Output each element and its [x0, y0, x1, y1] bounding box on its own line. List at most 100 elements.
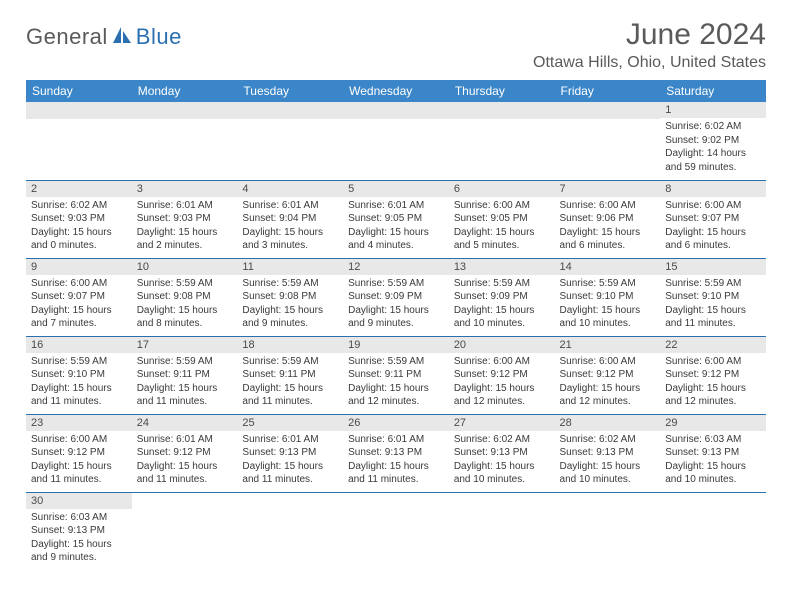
day-body: Sunrise: 6:02 AMSunset: 9:13 PMDaylight:…	[555, 431, 661, 491]
sunset-text: Sunset: 9:12 PM	[560, 368, 656, 382]
sunset-text: Sunset: 9:03 PM	[137, 212, 233, 226]
sunrise-text: Sunrise: 5:59 AM	[560, 277, 656, 291]
day-cell	[237, 492, 343, 570]
day-cell	[237, 102, 343, 180]
day-body: Sunrise: 5:59 AMSunset: 9:10 PMDaylight:…	[555, 275, 661, 335]
day-cell: 28Sunrise: 6:02 AMSunset: 9:13 PMDayligh…	[555, 414, 661, 492]
logo-text-blue: Blue	[136, 24, 182, 50]
sunrise-text: Sunrise: 6:03 AM	[665, 433, 761, 447]
day-cell	[26, 102, 132, 180]
daylight-text: and 9 minutes.	[242, 317, 338, 331]
day-number: 14	[555, 259, 661, 275]
sunrise-text: Sunrise: 5:59 AM	[454, 277, 550, 291]
daylight-text: Daylight: 15 hours	[665, 460, 761, 474]
day-cell	[449, 492, 555, 570]
day-cell: 21Sunrise: 6:00 AMSunset: 9:12 PMDayligh…	[555, 336, 661, 414]
day-cell: 11Sunrise: 5:59 AMSunset: 9:08 PMDayligh…	[237, 258, 343, 336]
day-cell: 22Sunrise: 6:00 AMSunset: 9:12 PMDayligh…	[660, 336, 766, 414]
day-number: 29	[660, 415, 766, 431]
day-cell: 3Sunrise: 6:01 AMSunset: 9:03 PMDaylight…	[132, 180, 238, 258]
sunset-text: Sunset: 9:10 PM	[560, 290, 656, 304]
sunset-text: Sunset: 9:13 PM	[31, 524, 127, 538]
day-cell: 24Sunrise: 6:01 AMSunset: 9:12 PMDayligh…	[132, 414, 238, 492]
day-body: Sunrise: 6:02 AMSunset: 9:03 PMDaylight:…	[26, 197, 132, 257]
day-cell	[343, 102, 449, 180]
day-cell: 4Sunrise: 6:01 AMSunset: 9:04 PMDaylight…	[237, 180, 343, 258]
sunset-text: Sunset: 9:13 PM	[454, 446, 550, 460]
day-cell: 30Sunrise: 6:03 AMSunset: 9:13 PMDayligh…	[26, 492, 132, 570]
sunset-text: Sunset: 9:12 PM	[137, 446, 233, 460]
week-row: 16Sunrise: 5:59 AMSunset: 9:10 PMDayligh…	[26, 336, 766, 414]
day-body: Sunrise: 6:01 AMSunset: 9:12 PMDaylight:…	[132, 431, 238, 491]
day-cell: 15Sunrise: 5:59 AMSunset: 9:10 PMDayligh…	[660, 258, 766, 336]
day-cell	[555, 102, 661, 180]
sunrise-text: Sunrise: 5:59 AM	[137, 277, 233, 291]
sunset-text: Sunset: 9:11 PM	[137, 368, 233, 382]
week-row: 30Sunrise: 6:03 AMSunset: 9:13 PMDayligh…	[26, 492, 766, 570]
day-cell: 27Sunrise: 6:02 AMSunset: 9:13 PMDayligh…	[449, 414, 555, 492]
day-header: Thursday	[449, 80, 555, 102]
day-cell	[132, 492, 238, 570]
daylight-text: and 2 minutes.	[137, 239, 233, 253]
day-number: 26	[343, 415, 449, 431]
day-body: Sunrise: 6:00 AMSunset: 9:12 PMDaylight:…	[26, 431, 132, 491]
empty-day-bar	[449, 102, 555, 119]
sunset-text: Sunset: 9:06 PM	[560, 212, 656, 226]
daylight-text: Daylight: 15 hours	[454, 226, 550, 240]
day-cell: 13Sunrise: 5:59 AMSunset: 9:09 PMDayligh…	[449, 258, 555, 336]
empty-day-bar	[343, 102, 449, 119]
day-body: Sunrise: 5:59 AMSunset: 9:11 PMDaylight:…	[237, 353, 343, 413]
day-cell: 17Sunrise: 5:59 AMSunset: 9:11 PMDayligh…	[132, 336, 238, 414]
daylight-text: and 0 minutes.	[31, 239, 127, 253]
title-block: June 2024 Ottawa Hills, Ohio, United Sta…	[533, 18, 766, 72]
daylight-text: and 10 minutes.	[560, 473, 656, 487]
sunset-text: Sunset: 9:13 PM	[560, 446, 656, 460]
day-body: Sunrise: 6:00 AMSunset: 9:12 PMDaylight:…	[555, 353, 661, 413]
daylight-text: Daylight: 15 hours	[665, 226, 761, 240]
day-body: Sunrise: 6:03 AMSunset: 9:13 PMDaylight:…	[660, 431, 766, 491]
sunrise-text: Sunrise: 6:00 AM	[560, 355, 656, 369]
day-cell: 2Sunrise: 6:02 AMSunset: 9:03 PMDaylight…	[26, 180, 132, 258]
day-number: 18	[237, 337, 343, 353]
daylight-text: and 10 minutes.	[454, 317, 550, 331]
day-header: Sunday	[26, 80, 132, 102]
daylight-text: Daylight: 15 hours	[31, 304, 127, 318]
sunset-text: Sunset: 9:02 PM	[665, 134, 761, 148]
sunrise-text: Sunrise: 6:01 AM	[137, 199, 233, 213]
sunrise-text: Sunrise: 6:00 AM	[454, 199, 550, 213]
daylight-text: and 10 minutes.	[665, 473, 761, 487]
sunrise-text: Sunrise: 6:01 AM	[137, 433, 233, 447]
day-number: 7	[555, 181, 661, 197]
day-number: 2	[26, 181, 132, 197]
daylight-text: Daylight: 15 hours	[348, 382, 444, 396]
day-number: 4	[237, 181, 343, 197]
day-body: Sunrise: 6:00 AMSunset: 9:07 PMDaylight:…	[26, 275, 132, 335]
daylight-text: and 9 minutes.	[31, 551, 127, 565]
sunset-text: Sunset: 9:07 PM	[665, 212, 761, 226]
day-number: 5	[343, 181, 449, 197]
daylight-text: Daylight: 15 hours	[348, 304, 444, 318]
location: Ottawa Hills, Ohio, United States	[533, 54, 766, 72]
daylight-text: and 3 minutes.	[242, 239, 338, 253]
daylight-text: and 4 minutes.	[348, 239, 444, 253]
sunset-text: Sunset: 9:08 PM	[137, 290, 233, 304]
sunrise-text: Sunrise: 6:00 AM	[560, 199, 656, 213]
week-row: 9Sunrise: 6:00 AMSunset: 9:07 PMDaylight…	[26, 258, 766, 336]
day-body: Sunrise: 6:02 AMSunset: 9:02 PMDaylight:…	[660, 118, 766, 178]
daylight-text: Daylight: 15 hours	[665, 304, 761, 318]
daylight-text: Daylight: 15 hours	[137, 460, 233, 474]
day-cell: 6Sunrise: 6:00 AMSunset: 9:05 PMDaylight…	[449, 180, 555, 258]
sunset-text: Sunset: 9:13 PM	[665, 446, 761, 460]
day-cell: 5Sunrise: 6:01 AMSunset: 9:05 PMDaylight…	[343, 180, 449, 258]
day-header: Friday	[555, 80, 661, 102]
day-number: 3	[132, 181, 238, 197]
sunset-text: Sunset: 9:10 PM	[31, 368, 127, 382]
day-number: 8	[660, 181, 766, 197]
day-header: Tuesday	[237, 80, 343, 102]
daylight-text: Daylight: 15 hours	[137, 304, 233, 318]
daylight-text: Daylight: 15 hours	[242, 382, 338, 396]
day-cell: 12Sunrise: 5:59 AMSunset: 9:09 PMDayligh…	[343, 258, 449, 336]
sunrise-text: Sunrise: 6:03 AM	[31, 511, 127, 525]
month-title: June 2024	[533, 18, 766, 52]
daylight-text: and 59 minutes.	[665, 161, 761, 175]
